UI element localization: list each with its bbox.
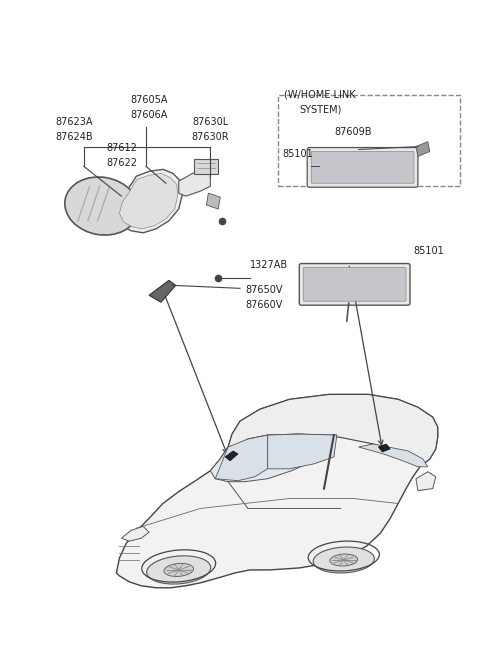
Text: 85101: 85101 <box>413 246 444 255</box>
Polygon shape <box>117 170 183 233</box>
Text: 87606A: 87606A <box>131 110 168 120</box>
Text: 1327AB: 1327AB <box>250 261 288 271</box>
FancyBboxPatch shape <box>303 267 406 301</box>
Polygon shape <box>149 280 176 302</box>
Polygon shape <box>416 141 430 157</box>
Polygon shape <box>120 174 178 229</box>
Polygon shape <box>268 434 337 469</box>
Text: 87660V: 87660V <box>245 300 282 310</box>
FancyBboxPatch shape <box>311 151 414 183</box>
Polygon shape <box>193 159 218 174</box>
Ellipse shape <box>164 563 193 576</box>
Polygon shape <box>117 394 438 588</box>
Ellipse shape <box>147 556 211 584</box>
Ellipse shape <box>313 547 374 573</box>
Polygon shape <box>378 444 390 452</box>
Polygon shape <box>216 435 268 481</box>
Polygon shape <box>416 472 436 491</box>
Polygon shape <box>225 451 238 461</box>
Ellipse shape <box>330 554 358 566</box>
Text: 87624B: 87624B <box>55 132 93 141</box>
Text: 87612: 87612 <box>106 143 137 153</box>
Ellipse shape <box>65 177 138 235</box>
Polygon shape <box>179 170 210 196</box>
Polygon shape <box>359 444 428 467</box>
Text: 87630R: 87630R <box>192 132 229 141</box>
Polygon shape <box>228 394 438 467</box>
Text: 87605A: 87605A <box>130 95 168 105</box>
Text: 87650V: 87650V <box>245 286 282 295</box>
Text: 87622: 87622 <box>106 159 137 168</box>
Text: 87630L: 87630L <box>192 117 228 126</box>
Polygon shape <box>210 434 337 481</box>
Text: 85101: 85101 <box>283 149 313 159</box>
FancyBboxPatch shape <box>300 263 410 305</box>
Polygon shape <box>206 193 220 209</box>
Polygon shape <box>121 527 149 541</box>
Text: SYSTEM): SYSTEM) <box>300 105 342 115</box>
Text: (W/HOME LINK: (W/HOME LINK <box>285 90 356 100</box>
Text: 87609B: 87609B <box>334 126 372 137</box>
Text: 87623A: 87623A <box>55 117 93 126</box>
FancyBboxPatch shape <box>307 147 418 187</box>
